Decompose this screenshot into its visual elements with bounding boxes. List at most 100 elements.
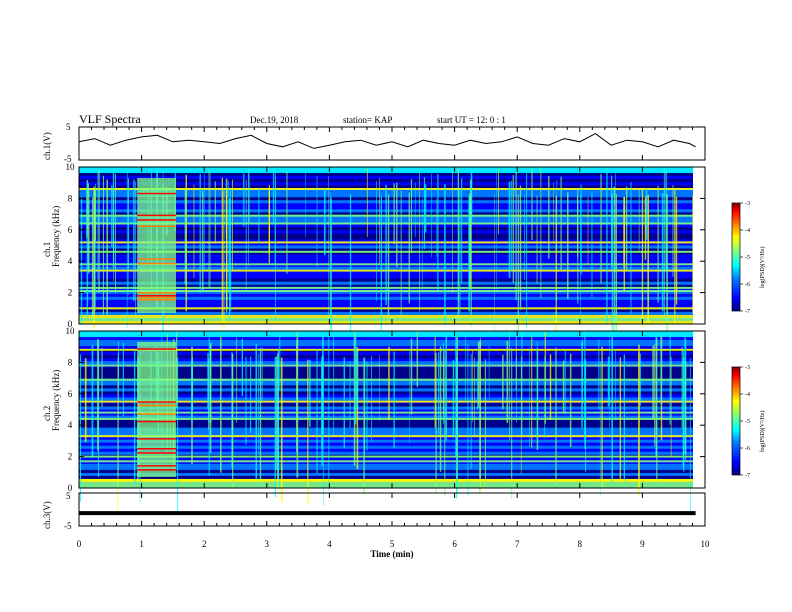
spectrogram-line [79, 348, 705, 351]
spectrogram-spike [185, 174, 187, 312]
spectrogram-burst-line [137, 292, 177, 294]
ch2-freq-tick-label: 8 [68, 357, 73, 367]
ch2-colorbar-tick-label: -7 [745, 473, 750, 479]
spectrogram-spike [115, 174, 116, 293]
spectrogram-spike [193, 184, 195, 278]
spectrogram-spike [455, 357, 458, 499]
spectrogram-spike [385, 184, 387, 305]
spectrogram-spike [250, 356, 252, 434]
spectrogram-spike [356, 350, 358, 410]
spectrogram-line [79, 307, 705, 310]
ch1-freq-tick-label: 10 [66, 162, 76, 172]
spectrogram-spike [117, 357, 119, 511]
spectrogram-band [79, 194, 705, 198]
spectrogram-band [79, 424, 705, 428]
spectrogram-spike [526, 173, 528, 329]
spectrogram-spike [692, 195, 693, 314]
spectrogram-band [79, 245, 705, 249]
spectrogram-band [79, 472, 705, 477]
spectrogram-spike [562, 360, 565, 414]
spectrogram-spike [245, 179, 247, 292]
ch1-colorbar-tick-label: -6 [745, 282, 750, 288]
spectrogram-spike [84, 358, 87, 442]
spectrogram-spike [674, 189, 676, 325]
spectrogram-spike [176, 331, 178, 408]
spectrogram-band [79, 212, 705, 216]
spectrogram-band [79, 314, 705, 319]
spectrogram-spike [366, 361, 368, 451]
spectrogram-band [79, 233, 705, 237]
spectrogram-band [79, 394, 705, 398]
spectrogram-spike [654, 344, 656, 446]
spectrogram-spike [419, 172, 420, 312]
spectrogram-band [79, 421, 705, 425]
spectrogram-spike [421, 198, 423, 291]
spectrogram-spike [113, 189, 114, 282]
spectrogram-band [79, 284, 705, 289]
spectrogram-spike [619, 357, 621, 480]
ch1-colorbar: -3 -4 -5 -6 -7 log(PSD)(V²/Hz) [731, 201, 766, 315]
spectrogram-burst-line [137, 452, 177, 454]
spectrogram-line [79, 435, 705, 438]
spectrogram-spike [555, 195, 557, 349]
spectrogram-spike [580, 184, 582, 275]
spectrogram-spike [584, 331, 586, 449]
spectrogram-blank-edge [693, 167, 705, 324]
spectrogram-band [79, 215, 705, 219]
spectrogram-band [79, 290, 705, 295]
spectrogram-band [79, 391, 705, 395]
spectrogram-spike [459, 190, 461, 313]
spectrogram-spike [511, 180, 513, 271]
spectrogram-spike [479, 340, 481, 493]
spectrogram-spike [366, 168, 368, 237]
spectrogram-spike [515, 337, 517, 390]
spectrogram-spike [232, 179, 233, 272]
ch1-freq-tick-label: 0 [68, 319, 73, 329]
spectrogram-band [79, 203, 705, 207]
spectrogram-spike [669, 332, 671, 425]
ch3-ytick-bottom: -5 [64, 521, 72, 531]
spectrogram-spike [656, 337, 658, 481]
spectrogram-spike [480, 337, 481, 492]
spectrogram-spike [204, 173, 205, 270]
spectrogram-spike [434, 336, 436, 428]
spectrogram-band [79, 218, 705, 222]
spectrogram-spike [623, 354, 625, 482]
time-tick-label: 1 [139, 539, 144, 549]
spectrogram-spike [599, 361, 601, 497]
spectrogram-spike [126, 171, 128, 329]
spectrogram-spike [324, 188, 326, 255]
spectrogram-spike [349, 194, 352, 349]
spectrogram-blank-edge [693, 331, 705, 488]
spectrogram-spike [540, 167, 542, 298]
ch2-freq-tick-label: 2 [68, 452, 73, 462]
spectrogram-spike [544, 355, 546, 438]
spectrogram-band [79, 173, 705, 177]
spectrogram-band [79, 451, 705, 456]
spectrogram-burst-line [137, 420, 177, 423]
spectrogram-spike [409, 348, 410, 444]
spectrogram-spike [245, 356, 247, 445]
ch1-ytick-bottom: -5 [64, 154, 72, 164]
spectrogram-spike [536, 195, 538, 284]
spectrogram-spike [496, 167, 497, 291]
spectrogram-spike [393, 183, 395, 245]
spectrogram-spike [364, 358, 366, 451]
spectrogram-spike [128, 178, 129, 269]
spectrogram-band [79, 248, 705, 252]
ch2-freq-tick-label: 6 [68, 389, 73, 399]
spectrogram-spike [641, 188, 644, 328]
spectrogram-spike [598, 339, 600, 410]
spectrogram-band [79, 242, 705, 246]
spectrogram-band [79, 254, 705, 258]
spectrogram-band [79, 293, 705, 298]
spectrogram-spike [379, 178, 380, 263]
spectrogram-spike [208, 337, 210, 476]
spectrogram-spike [531, 168, 533, 241]
spectrogram-spike [611, 175, 613, 268]
spectrogram-spike [472, 350, 473, 422]
spectrogram-spike [400, 190, 402, 321]
spectrogram-line [79, 214, 705, 217]
ch2-freq-tick-label: 0 [68, 483, 73, 493]
